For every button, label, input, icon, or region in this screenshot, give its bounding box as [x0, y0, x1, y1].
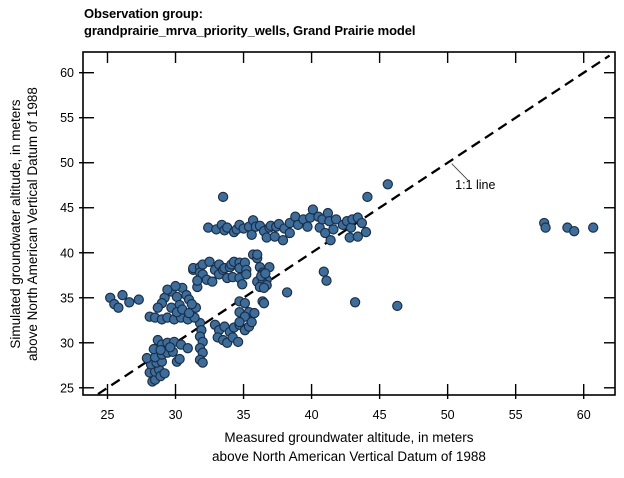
scatter-point [277, 235, 289, 246]
y-tick-label: 40 [60, 246, 74, 260]
scatter-point [170, 280, 181, 292]
scatter-point [152, 302, 163, 313]
scatter-point [124, 297, 135, 308]
scatter-point [284, 227, 295, 239]
annotation-leader-line [451, 163, 470, 182]
scatter-point [307, 204, 319, 215]
scatter-point [113, 302, 124, 313]
scatter-point [133, 294, 144, 305]
chart-title-line2: grandprairie_mrva_priority_wells, Grand … [84, 23, 416, 38]
scatter-point [252, 249, 263, 260]
x-tick-label: 50 [441, 408, 455, 422]
x-axis-label-line2: above North American Vertical Datum of 1… [212, 449, 486, 464]
scatter-point [321, 275, 332, 286]
scatter-point [281, 287, 293, 298]
x-axis-label-line1: Measured groundwater altitude, in meters [224, 430, 474, 445]
y-tick-label: 60 [60, 66, 74, 80]
x-tick-label: 55 [509, 408, 523, 422]
y-tick-label: 25 [60, 381, 74, 395]
scatter-point [237, 279, 248, 290]
scatter-point [349, 297, 361, 308]
x-tick-label: 35 [237, 408, 251, 422]
scatter-point [204, 256, 215, 267]
x-tick-label: 40 [305, 408, 319, 422]
scatter-point [159, 368, 170, 379]
y-tick-label: 50 [60, 156, 74, 170]
scatter-point [234, 316, 245, 328]
scatter-point [325, 235, 336, 246]
scatter-point [232, 336, 244, 348]
scatter-point [392, 300, 403, 312]
scatter-point [246, 316, 257, 328]
y-tick-label: 35 [60, 291, 74, 305]
scatter-point [356, 217, 368, 229]
scatter-point [318, 266, 329, 277]
scatter-point [569, 226, 580, 237]
scatter-point [352, 231, 363, 242]
y-tick-label: 30 [60, 336, 74, 350]
x-axis-label: Measured groundwater altitude, in meters… [83, 428, 615, 466]
annotation-label: 1:1 line [455, 178, 495, 192]
scatter-point [217, 191, 229, 203]
scatter-point [174, 353, 185, 365]
scatter-point [117, 289, 128, 301]
scatter-point [328, 224, 339, 235]
scatter-point [258, 282, 270, 294]
scatter-point [382, 179, 393, 190]
plot-frame [82, 51, 616, 396]
scatter-point [197, 357, 208, 368]
scatter-point [540, 222, 551, 233]
scatter-point [241, 269, 252, 280]
scatter-point [182, 343, 193, 354]
scatter-point [260, 268, 271, 279]
scatter-point [164, 342, 176, 353]
scatter-point [186, 298, 197, 310]
scatter-point [155, 344, 166, 356]
scatter-point [249, 307, 260, 319]
scatter-point [588, 222, 599, 233]
scatter-point [302, 221, 313, 232]
chart-title: Observation group: grandprairie_mrva_pri… [84, 5, 415, 39]
y-tick-label: 45 [60, 201, 74, 215]
x-tick-label: 45 [373, 408, 387, 422]
chart-title-line1: Observation group: [84, 6, 203, 21]
scatter-point [207, 276, 218, 287]
scatter-point [362, 191, 373, 203]
scatter-point [258, 298, 270, 309]
scatter-point [239, 298, 251, 309]
scatter-point [360, 226, 372, 238]
scatter-point [192, 275, 203, 286]
x-tick-label: 25 [101, 408, 115, 422]
scatter-point [246, 229, 257, 240]
x-tick-label: 60 [577, 408, 591, 422]
y-tick-label: 55 [60, 111, 74, 125]
x-tick-label: 30 [169, 408, 183, 422]
scatter-point [330, 214, 342, 225]
